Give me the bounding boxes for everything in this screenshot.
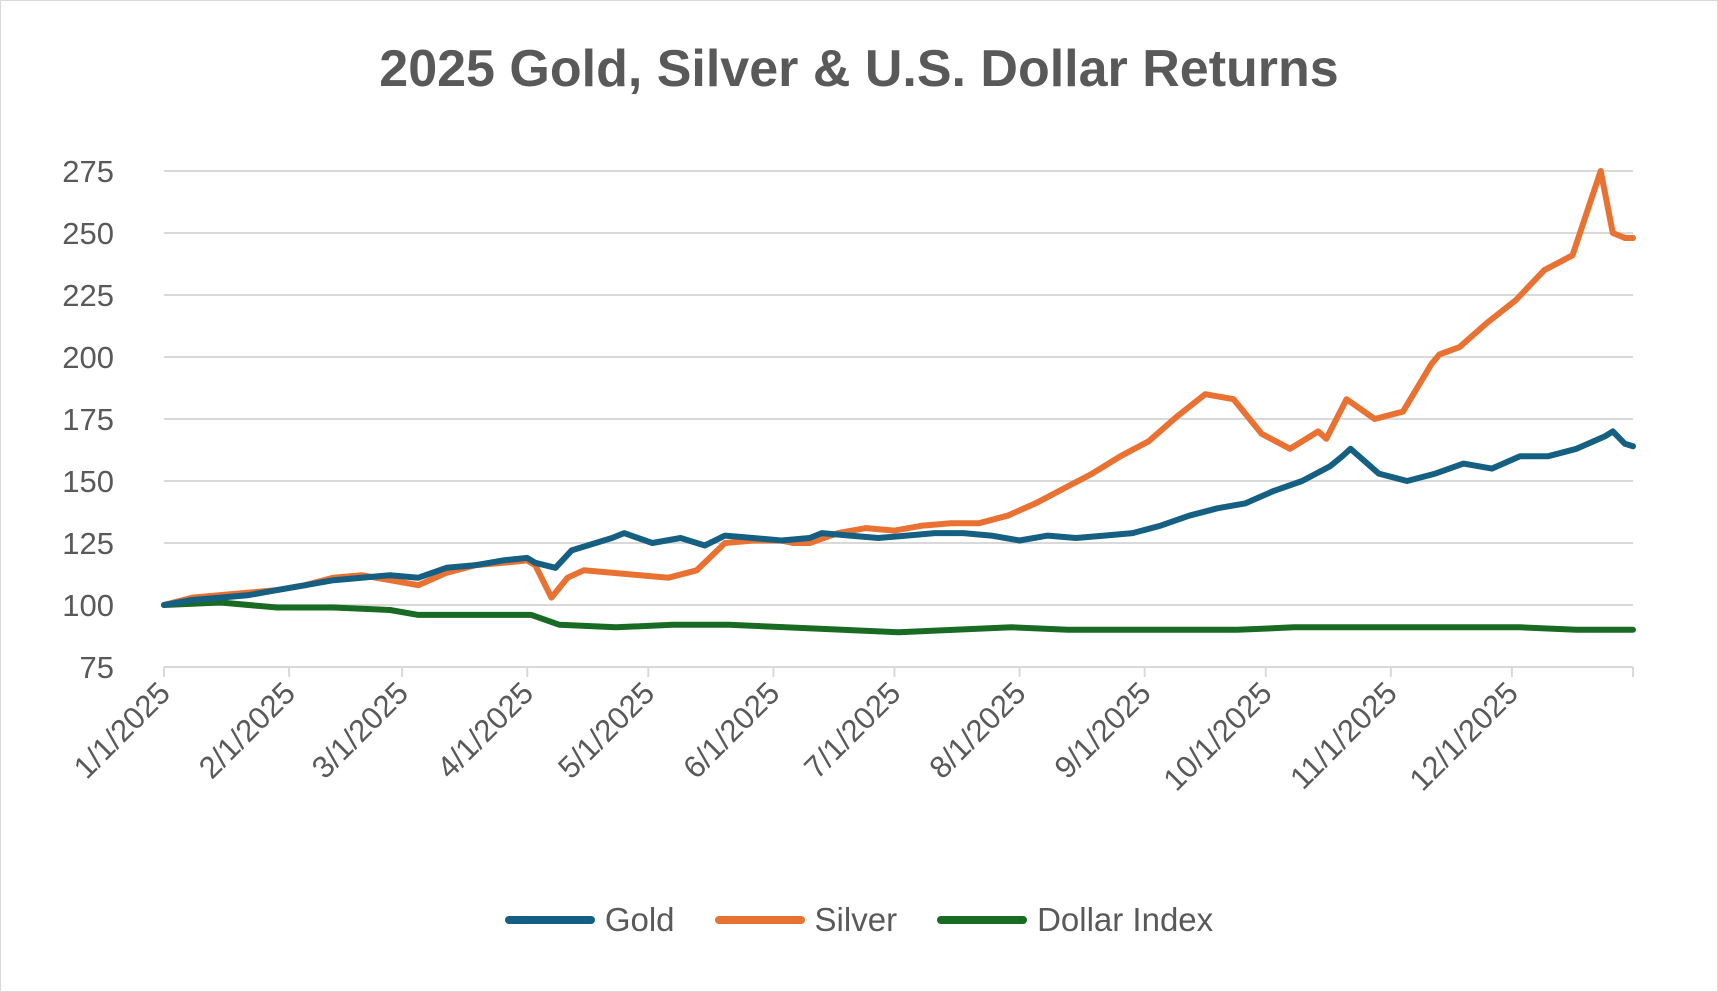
x-tick-label: 2/1/2025 bbox=[192, 675, 302, 785]
x-tick-label: 5/1/2025 bbox=[551, 675, 661, 785]
legend-item-silver: Silver bbox=[714, 901, 898, 939]
x-tick-label: 12/1/2025 bbox=[1403, 675, 1525, 797]
legend-label: Dollar Index bbox=[1037, 901, 1214, 938]
legend-item-gold: Gold bbox=[504, 901, 675, 939]
y-tick-label: 100 bbox=[62, 588, 114, 623]
gridlines bbox=[164, 170, 1633, 606]
y-tick-label: 275 bbox=[62, 154, 114, 189]
x-tick-label: 11/1/2025 bbox=[1283, 675, 1404, 796]
y-tick-label: 175 bbox=[62, 402, 114, 437]
x-tick-label: 3/1/2025 bbox=[305, 675, 415, 785]
x-tick-label: 4/1/2025 bbox=[430, 675, 540, 785]
legend-swatch bbox=[714, 916, 805, 924]
x-tick-label: 9/1/2025 bbox=[1048, 675, 1158, 785]
legend-item-dollar-index: Dollar Index bbox=[937, 901, 1213, 939]
x-tick-label: 7/1/2025 bbox=[797, 675, 907, 785]
y-tick-label: 250 bbox=[62, 216, 114, 251]
y-tick-label: 200 bbox=[62, 340, 114, 375]
legend-swatch bbox=[504, 916, 595, 924]
legend-label: Silver bbox=[814, 901, 898, 938]
y-tick-label: 150 bbox=[62, 464, 114, 499]
chart-legend: Gold Silver Dollar Index bbox=[1, 901, 1717, 939]
y-axis-tick-labels: 75 100 125 150 175 200 225 250 275 bbox=[62, 154, 114, 685]
chart-title: 2025 Gold, Silver & U.S. Dollar Returns bbox=[379, 40, 1339, 98]
series-line-dollar-index bbox=[161, 599, 1636, 636]
legend-label: Gold bbox=[604, 901, 675, 938]
x-tick-label: 1/1/2025 bbox=[67, 675, 177, 785]
series-lines bbox=[161, 168, 1636, 636]
y-tick-label: 75 bbox=[80, 650, 114, 685]
y-tick-label: 225 bbox=[62, 278, 114, 313]
x-tick-label: 10/1/2025 bbox=[1156, 675, 1278, 797]
x-axis bbox=[163, 666, 1634, 677]
series-line-silver bbox=[161, 168, 1636, 608]
x-axis-tick-labels: 1/1/2025 2/1/2025 3/1/2025 4/1/2025 5/1/2025… bbox=[67, 675, 1525, 797]
x-tick-label: 6/1/2025 bbox=[676, 675, 786, 785]
series-line-gold bbox=[161, 428, 1636, 608]
y-tick-label: 125 bbox=[62, 526, 114, 561]
legend-swatch bbox=[937, 916, 1028, 924]
x-tick-label: 8/1/2025 bbox=[922, 675, 1032, 785]
